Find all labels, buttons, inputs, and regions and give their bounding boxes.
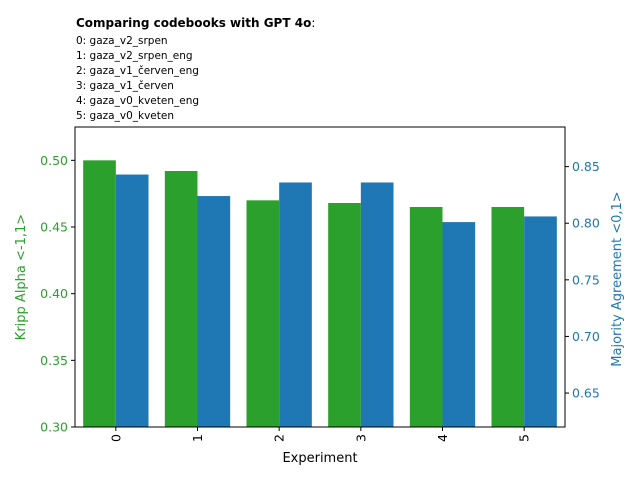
right-tick-label-3: 0.80 <box>572 216 600 231</box>
left-tick-label-4: 0.50 <box>40 153 68 168</box>
bar-kripp-alpha-0 <box>83 160 116 428</box>
bar-kripp-alpha-5 <box>491 207 525 427</box>
left-tick-label-1: 0.35 <box>40 353 68 368</box>
right-tick-label-1: 0.70 <box>572 329 600 344</box>
x-tick-label-0: 0 <box>108 434 123 442</box>
legend-line-0: 0: gaza_v2_srpen <box>76 35 168 47</box>
right-tick-label-4: 0.85 <box>572 159 600 174</box>
chart-title: Comparing codebooks with GPT 4o: <box>76 16 315 30</box>
chart-title-suffix: : <box>311 16 315 30</box>
legend-line-5: 5: gaza_v0_kveten <box>76 110 174 122</box>
experiment-legend: 0: gaza_v2_srpen 1: gaza_v2_srpen_eng 2: g… <box>76 35 199 122</box>
x-axis-label: Experiment <box>282 451 357 466</box>
left-tick-label-2: 0.40 <box>40 286 68 301</box>
bar-majority-agreement-0 <box>115 174 149 427</box>
x-tick-label-2: 2 <box>272 434 287 442</box>
left-tick-label-0: 0.30 <box>40 420 68 435</box>
bar-majority-agreement-2 <box>279 182 312 427</box>
x-tick-label-3: 3 <box>353 434 368 442</box>
bar-majority-agreement-5 <box>524 216 557 427</box>
plot-frame <box>74 126 566 428</box>
right-axis-label: Majority Agreement <0,1> <box>610 191 625 366</box>
axes-layer: 0.30 0.35 0.40 0.45 0.50 0.65 0.70 0.75 0.80 0.85… <box>14 126 625 466</box>
legend-line-1: 1: gaza_v2_srpen_eng <box>76 50 193 62</box>
left-tick-label-3: 0.45 <box>40 220 68 235</box>
chart-title-block: Comparing codebooks with GPT 4o: <box>76 16 315 30</box>
x-tick-label-5: 5 <box>517 434 532 442</box>
bar-majority-agreement-4 <box>442 222 476 427</box>
x-tick-label-1: 1 <box>190 434 205 442</box>
x-tick-label-4: 4 <box>435 434 450 442</box>
legend-line-3: 3: gaza_v1_červen <box>76 80 174 92</box>
bars-layer <box>83 160 557 428</box>
bar-kripp-alpha-3 <box>328 203 361 427</box>
bar-majority-agreement-3 <box>360 182 394 427</box>
legend-line-2: 2: gaza_v1_červen_eng <box>76 65 199 77</box>
right-tick-label-0: 0.65 <box>572 386 600 401</box>
bar-kripp-alpha-1 <box>164 171 198 427</box>
chart-title-bold: Comparing codebooks with GPT 4o <box>76 16 311 30</box>
left-axis-label: Kripp Alpha <-1,1> <box>14 214 29 340</box>
bar-kripp-alpha-2 <box>246 200 280 427</box>
legend-line-4: 4: gaza_v0_kveten_eng <box>76 95 199 107</box>
right-tick-label-2: 0.75 <box>572 272 600 287</box>
bar-majority-agreement-1 <box>197 196 231 427</box>
bar-kripp-alpha-4 <box>409 207 443 427</box>
